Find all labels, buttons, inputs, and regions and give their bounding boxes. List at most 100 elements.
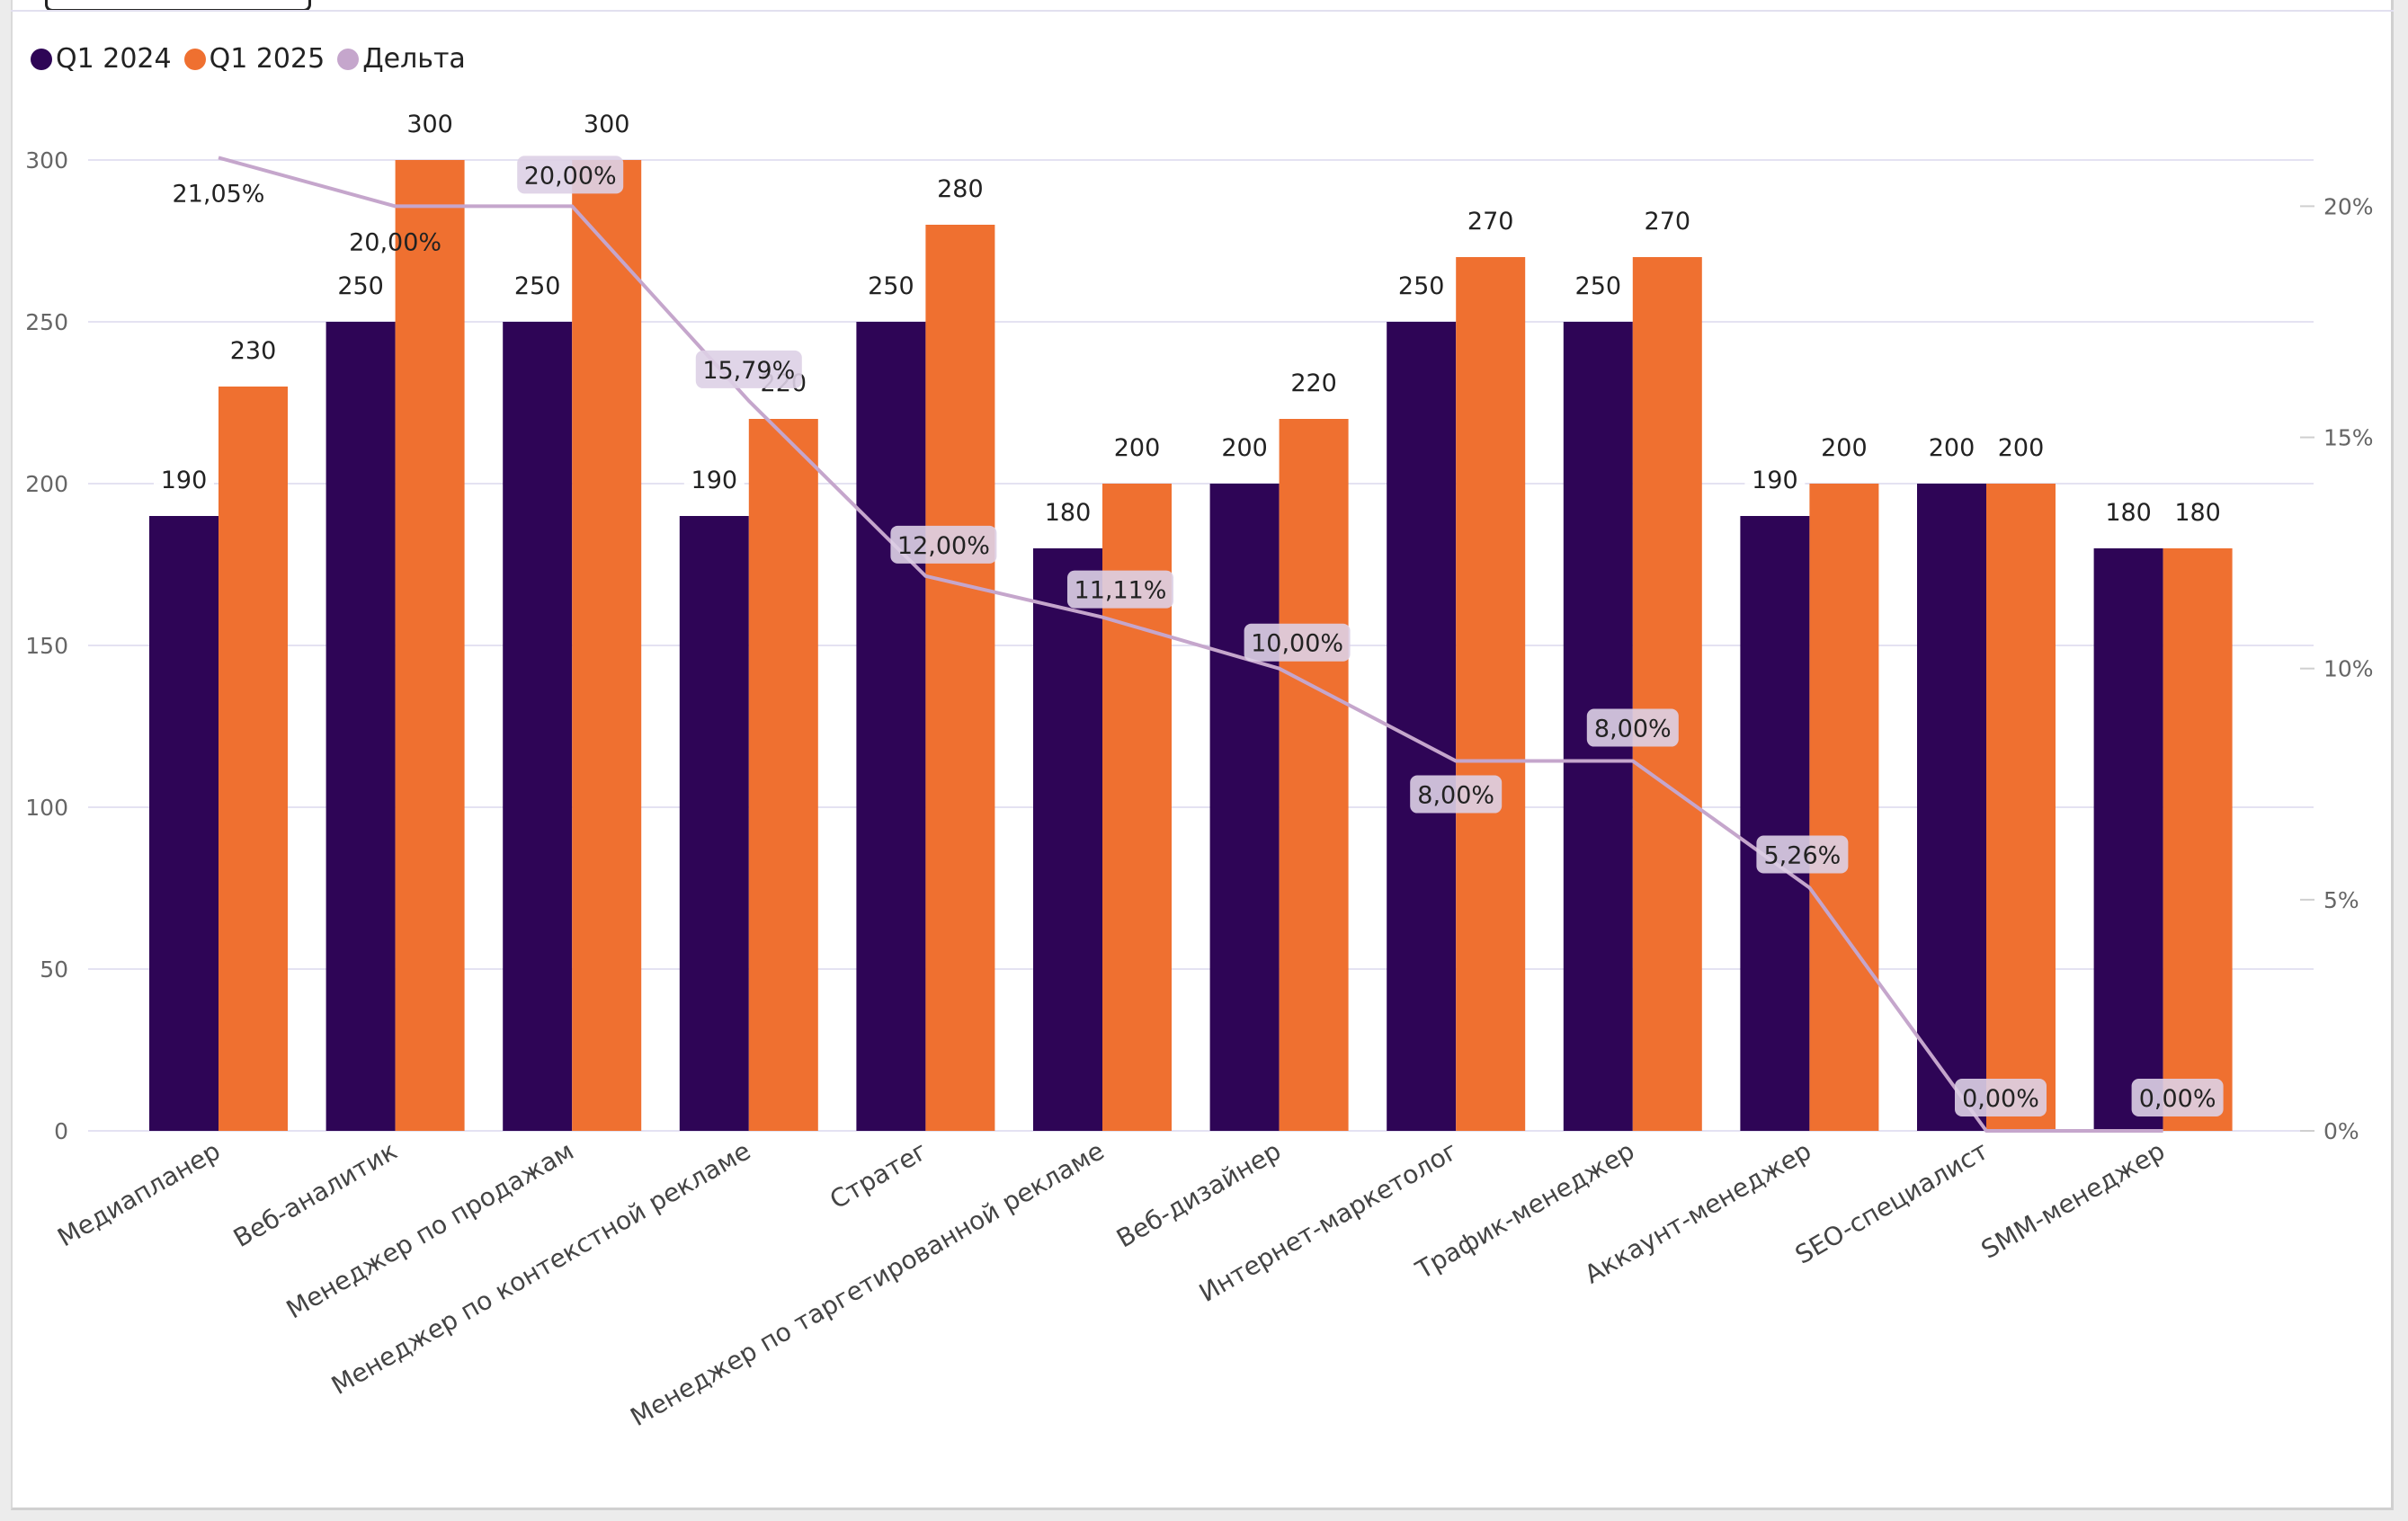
bar-q1-2025	[1456, 257, 1526, 1131]
bar-q1-2025	[925, 225, 995, 1131]
bar-label-q1-2025: 220	[1290, 369, 1337, 397]
delta-label: 5,26%	[1764, 841, 1842, 869]
delta-label-bg	[517, 156, 624, 194]
delta-label-bg	[1586, 708, 1679, 747]
delta-label: 12,00%	[897, 532, 990, 560]
legend-marker-q1-2025	[183, 48, 206, 70]
bar-label-q1-2025: 200	[1998, 434, 2045, 462]
bar-label-q1-2025: 280	[937, 175, 984, 203]
y-left-tick-label: 0	[54, 1118, 68, 1144]
bar-q1-2024	[1917, 484, 1986, 1131]
legend-item-delta[interactable]: Дельта	[337, 43, 466, 75]
y-right-tick-label: 15%	[2323, 425, 2374, 451]
delta-label: 0,00%	[1962, 1085, 2039, 1113]
bar-label-q1-2025-bg	[1107, 431, 1167, 462]
delta-label: 10,00%	[1251, 630, 1343, 658]
bar-label-q1-2024-bg	[1214, 431, 1275, 462]
delta-label: 20,00%	[349, 228, 441, 256]
bar-label-q1-2025-bg	[930, 173, 991, 203]
y-left-tick-label: 100	[25, 795, 68, 821]
bar-q1-2025	[572, 160, 642, 1131]
legend-item-q1-2025[interactable]: Q1 2025	[183, 43, 326, 75]
bar-label-q1-2024-bg	[330, 270, 391, 300]
bar-label-q1-2024-bg	[1744, 464, 1806, 494]
y-left-tick-label: 250	[25, 309, 68, 335]
bar-label-q1-2025-bg	[1460, 205, 1521, 236]
bar-label-q1-2024: 190	[161, 467, 208, 494]
delta-label: 11,11%	[1075, 577, 1167, 605]
x-category-label: Медиапланер	[52, 1135, 225, 1252]
bar-label-q1-2024: 250	[1398, 272, 1445, 300]
x-category-label: Стратег	[825, 1135, 932, 1214]
delta-label-bg	[2131, 1079, 2224, 1116]
header-divider	[11, 10, 2394, 12]
bar-q1-2025	[219, 387, 288, 1131]
bar-q1-2024	[1033, 548, 1102, 1131]
y-left-tick-label: 200	[25, 471, 68, 497]
legend-item-q1-2024[interactable]: Q1 2024	[31, 43, 172, 75]
bar-label-q1-2024: 200	[1221, 434, 1268, 462]
bar-q1-2024	[503, 322, 573, 1131]
delta-label: 21,05%	[173, 180, 265, 208]
delta-label-bg	[890, 525, 997, 564]
bar-label-q1-2024: 180	[2105, 499, 2152, 527]
delta-label: 0,00%	[2139, 1085, 2216, 1113]
bar-label-q1-2024: 250	[514, 272, 561, 300]
bar-label-q1-2024: 190	[1752, 467, 1798, 494]
bar-q1-2025	[2163, 548, 2233, 1131]
delta-label-bg	[695, 350, 802, 388]
y-left-tick-label: 150	[25, 633, 68, 659]
delta-label: 8,00%	[1417, 782, 1494, 810]
y-right-tick-label: 10%	[2323, 656, 2374, 682]
x-category-label: Веб-аналитик	[228, 1135, 402, 1253]
bar-label-q1-2025-bg	[1283, 367, 1344, 397]
bar-label-q1-2025-bg	[1991, 431, 2051, 462]
y-right-tick-label: 0%	[2323, 1118, 2359, 1144]
bar-label-q1-2025-bg	[1637, 205, 1698, 236]
bar-q1-2025	[1279, 419, 1349, 1131]
bar-label-q1-2024: 250	[337, 272, 384, 300]
bar-q1-2024	[679, 516, 749, 1131]
bar-label-q1-2025: 230	[230, 337, 277, 365]
legend-label-q1-2025: Q1 2025	[209, 43, 326, 75]
bar-label-q1-2024-bg	[861, 270, 922, 300]
delta-label: 15,79%	[702, 357, 795, 385]
delta-label-bg	[1244, 623, 1351, 662]
legend: Q1 2024 Q1 2025 Дельта	[31, 43, 466, 75]
bar-q1-2024	[1387, 322, 1457, 1131]
delta-label-bg	[1410, 775, 1503, 814]
bar-label-q1-2024-bg	[1922, 431, 1982, 462]
bar-label-q1-2024-bg	[154, 464, 214, 494]
bar-label-q1-2025: 270	[1467, 208, 1514, 236]
bar-q1-2024	[326, 322, 396, 1131]
legend-label-q1-2024: Q1 2024	[56, 43, 172, 75]
bar-q1-2024	[149, 516, 219, 1131]
legend-marker-q1-2024	[31, 48, 52, 70]
legend-marker-delta	[337, 48, 360, 70]
x-category-label: SEO-специалист	[1790, 1135, 1993, 1269]
delta-label: 20,00%	[524, 162, 617, 190]
x-category-label: Менеджер по продажам	[281, 1135, 579, 1324]
bar-label-q1-2025: 300	[406, 111, 453, 138]
x-category-label: Веб-дизайнер	[1111, 1135, 1286, 1253]
bar-label-q1-2025-bg	[576, 108, 638, 138]
bar-q1-2025	[1986, 484, 2056, 1131]
bar-label-q1-2025: 200	[1821, 434, 1868, 462]
x-category-label: SMM-менеджер	[1976, 1135, 2170, 1264]
bar-q1-2024	[856, 322, 926, 1131]
y-left-tick-label: 50	[40, 956, 68, 983]
bar-label-q1-2024: 180	[1045, 499, 1092, 527]
bar-label-q1-2024-bg	[1567, 270, 1628, 300]
bar-label-q1-2025: 180	[2174, 499, 2221, 527]
bar-label-q1-2024-bg	[1038, 496, 1098, 527]
delta-label-bg	[1955, 1079, 2047, 1116]
bar-label-q1-2024: 250	[1575, 272, 1622, 300]
bar-label-q1-2025: 270	[1645, 208, 1691, 236]
bar-q1-2025	[748, 419, 818, 1131]
bar-q1-2025	[1632, 257, 1702, 1131]
legend-label-delta: Дельта	[362, 43, 466, 75]
bar-label-q1-2025: 300	[584, 111, 630, 138]
bar-label-q1-2024-bg	[1391, 270, 1452, 300]
bar-label-q1-2025-bg	[399, 108, 460, 138]
y-right-tick-label: 5%	[2323, 887, 2359, 913]
